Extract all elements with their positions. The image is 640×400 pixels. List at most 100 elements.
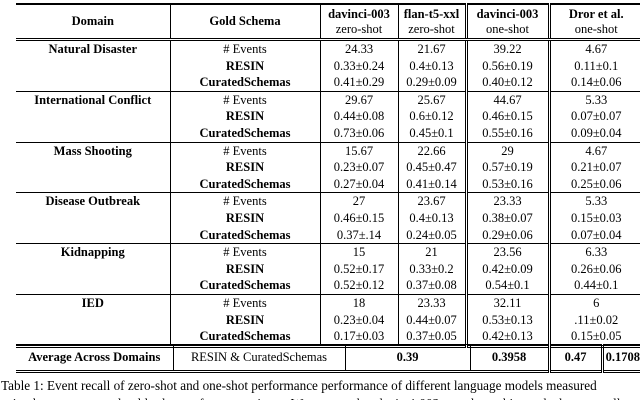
row-label: RESIN xyxy=(169,209,320,227)
domain-label: IED xyxy=(81,295,104,310)
cell-value: 0.15±0.05 xyxy=(547,328,640,347)
cell-value: 0.07±0.07 xyxy=(547,108,640,125)
col-header-davinci-zeroshot: davinci-003 zero-shot xyxy=(319,4,398,41)
cell-value: 0.46±0.15 xyxy=(464,108,549,125)
cell-value: 22.66 xyxy=(397,142,466,160)
cell-value: 18 xyxy=(319,294,398,312)
cell-value: 0.4±0.13 xyxy=(397,57,466,75)
domain-label: Mass Shooting xyxy=(53,143,132,158)
row-label: RESIN xyxy=(169,108,320,125)
col-header-davinci-oneshot: davinci-003 one-shot xyxy=(464,4,549,41)
cell-value: 23.33 xyxy=(397,294,466,312)
row-label: # Events xyxy=(169,142,320,160)
cell-value: 6.33 xyxy=(547,243,640,261)
table-row: RESIN 0.33±0.24 0.4±0.13 0.56±0.19 0.11±… xyxy=(16,57,640,75)
row-label: CuratedSchemas xyxy=(169,226,320,244)
row-label: CuratedSchemas xyxy=(169,277,320,295)
cell-value: 0.38±0.07 xyxy=(464,209,549,227)
average-row-table: Average Across Domains RESIN & CuratedSc… xyxy=(16,344,640,373)
cell-value: 44.67 xyxy=(464,91,549,109)
row-label: # Events xyxy=(169,39,320,58)
cell-value: 0.26±0.06 xyxy=(547,260,640,278)
table-row: CuratedSchemas 0.37±.14 0.24±0.05 0.29±0… xyxy=(16,226,640,244)
cell-value: 23.33 xyxy=(464,192,549,210)
col-header-dror-oneshot: Dror et al. one-shot xyxy=(547,4,640,41)
cell-value: 0.45±0.47 xyxy=(397,159,466,176)
row-label: RESIN xyxy=(169,260,320,278)
table-row: Kidnapping # Events 15 21 23.56 6.33 xyxy=(16,243,640,261)
row-label: # Events xyxy=(169,243,320,261)
cell-value: 4.67 xyxy=(547,39,640,58)
table-row: RESIN 0.23±0.04 0.44±0.07 0.53±0.13 .11±… xyxy=(16,311,640,329)
table-header: Domain Gold Schema davinci-003 zero-shot… xyxy=(16,4,640,41)
cell-value: 0.44±0.1 xyxy=(547,277,640,295)
results-table: Domain Gold Schema davinci-003 zero-shot… xyxy=(16,3,640,348)
cell-value: 29.67 xyxy=(319,91,398,109)
caption-line-1: Table 1: Event recall of zero-shot and o… xyxy=(1,378,597,393)
cell-value: 0.14±0.06 xyxy=(547,74,640,92)
cell-value: 25.67 xyxy=(397,91,466,109)
cell-value: 0.24±0.05 xyxy=(397,226,466,244)
table-row: RESIN 0.23±0.07 0.45±0.47 0.57±0.19 0.21… xyxy=(16,159,640,176)
domain-block-mass-shooting: Mass Shooting # Events 15.67 22.66 29 4.… xyxy=(16,142,640,193)
cell-value: 0.53±0.13 xyxy=(464,311,549,329)
cell-value: 0.4±0.13 xyxy=(397,209,466,227)
table-row: RESIN 0.46±0.15 0.4±0.13 0.38±0.07 0.15±… xyxy=(16,209,640,227)
table-row: International Conflict # Events 29.67 25… xyxy=(16,91,640,109)
table-row: CuratedSchemas 0.27±0.04 0.41±0.14 0.53±… xyxy=(16,175,640,193)
cell-value: 0.41±0.14 xyxy=(397,175,466,193)
domain-label: Kidnapping xyxy=(60,245,125,260)
caption-line-2: using human approved gold schemas for co… xyxy=(1,395,640,400)
table-row: RESIN 0.52±0.17 0.33±0.2 0.42±0.09 0.26±… xyxy=(16,260,640,278)
cell-value: 0.73±0.06 xyxy=(319,124,398,143)
model-name: Dror et al. xyxy=(568,6,624,21)
cell-value: 0.25±0.06 xyxy=(547,175,640,193)
average-row: Average Across Domains RESIN & CuratedSc… xyxy=(16,344,640,372)
cell-value: 0.37±0.08 xyxy=(397,277,466,295)
cell-value: 0.56±0.19 xyxy=(464,57,549,75)
table-row: CuratedSchemas 0.52±0.12 0.37±0.08 0.54±… xyxy=(16,277,640,295)
cell-value: 0.46±0.15 xyxy=(319,209,398,227)
cell-value: 0.23±0.04 xyxy=(319,311,398,329)
row-label: CuratedSchemas xyxy=(169,328,320,347)
cell-value: 4.67 xyxy=(547,142,640,160)
table-row: CuratedSchemas 0.73±0.06 0.45±0.1 0.55±0… xyxy=(16,124,640,143)
cell-value: 5.33 xyxy=(547,192,640,210)
col-header-gold-schema: Gold Schema xyxy=(169,4,320,41)
cell-value: 0.52±0.17 xyxy=(319,260,398,278)
cell-value: 21.67 xyxy=(397,39,466,58)
cell-value: 0.44±0.07 xyxy=(397,311,466,329)
model-shot: one-shot xyxy=(574,21,618,36)
model-name: flan-t5-xxl xyxy=(403,6,460,21)
cell-value: 0.52±0.12 xyxy=(319,277,398,295)
cell-value: 0.11±0.1 xyxy=(547,57,640,75)
table-row: RESIN 0.44±0.08 0.6±0.12 0.46±0.15 0.07±… xyxy=(16,108,640,125)
cell-value: 0.42±0.13 xyxy=(464,328,549,347)
model-shot: zero-shot xyxy=(408,21,455,36)
cell-value: 21 xyxy=(397,243,466,261)
cell-value: 0.45±0.1 xyxy=(397,124,466,143)
model-name: davinci-003 xyxy=(476,6,539,21)
table-row: Disease Outbreak # Events 27 23.67 23.33… xyxy=(16,192,640,210)
domain-block-international-conflict: International Conflict # Events 29.67 25… xyxy=(16,91,640,143)
cell-value: 0.42±0.09 xyxy=(464,260,549,278)
cell-value: 0.33±0.24 xyxy=(319,57,398,75)
cell-value: 39.22 xyxy=(464,39,549,58)
table-row: IED # Events 18 23.33 32.11 6 xyxy=(16,294,640,312)
row-label: # Events xyxy=(169,91,320,109)
cell-value: 0.29±0.06 xyxy=(464,226,549,244)
row-label: RESIN xyxy=(169,311,320,329)
cell-value: 0.37±0.05 xyxy=(397,328,466,347)
cell-value: 5.33 xyxy=(547,91,640,109)
row-label: # Events xyxy=(169,294,320,312)
average-schema-label: RESIN & CuratedSchemas xyxy=(172,344,345,372)
model-shot: one-shot xyxy=(485,21,530,36)
average-value: 0.1708 xyxy=(600,344,640,372)
cell-value: 0.17±0.03 xyxy=(319,328,398,347)
table-caption: Table 1: Event recall of zero-shot and o… xyxy=(1,377,640,400)
cell-value: 27 xyxy=(319,192,398,210)
average-value: 0.3958 xyxy=(469,344,549,372)
cell-value: 0.07±0.04 xyxy=(547,226,640,244)
cell-value: 23.67 xyxy=(397,192,466,210)
